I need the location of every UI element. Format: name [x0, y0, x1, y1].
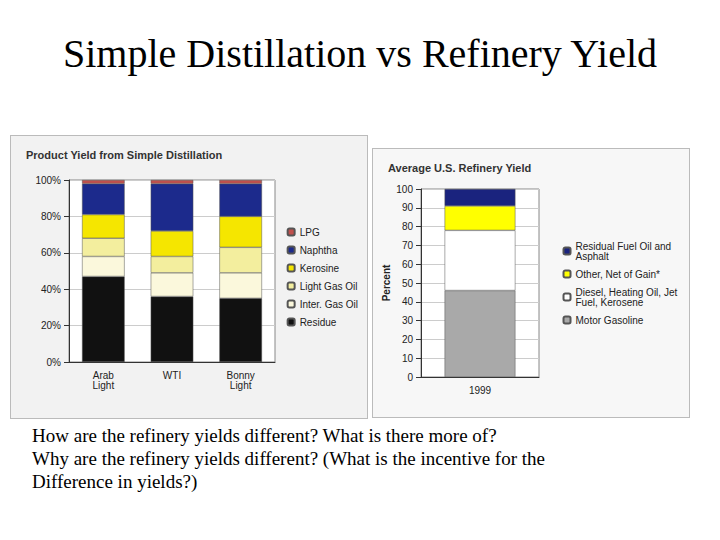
svg-text:40: 40: [402, 296, 414, 307]
svg-text:90: 90: [402, 202, 414, 213]
svg-text:Light Gas Oil: Light Gas Oil: [300, 281, 358, 292]
svg-text:Bonny: Bonny: [226, 369, 255, 381]
svg-text:Light: Light: [92, 380, 114, 391]
svg-text:Asphalt: Asphalt: [576, 251, 610, 262]
svg-text:20%: 20%: [41, 320, 61, 331]
svg-text:30: 30: [402, 315, 414, 326]
svg-text:Average U.S. Refinery Yield: Average U.S. Refinery Yield: [388, 162, 531, 174]
svg-text:40%: 40%: [41, 284, 61, 295]
svg-text:Motor Gasoline: Motor Gasoline: [576, 315, 644, 326]
svg-text:10: 10: [402, 353, 414, 364]
svg-text:50: 50: [402, 278, 414, 289]
svg-text:80: 80: [402, 221, 414, 232]
svg-text:80%: 80%: [41, 211, 61, 222]
svg-text:Percent: Percent: [381, 264, 392, 301]
svg-text:Light: Light: [230, 380, 252, 391]
html-text:Simple Distillation vs Refiner: Simple Distillation vs Refinery Yield: [63, 31, 657, 76]
svg-text:Diesel, Heating Oil, Jet: Diesel, Heating Oil, Jet: [575, 286, 680, 298]
svg-text:60: 60: [402, 259, 414, 270]
html-text:How are the refinery yields di: How are the refinery yields different? W…: [32, 425, 497, 446]
svg-text:0: 0: [407, 372, 413, 383]
svg-text:Kerosine: Kerosine: [300, 263, 340, 274]
svg-text:Naphtha: Naphtha: [300, 245, 338, 256]
svg-text:100: 100: [396, 184, 413, 195]
svg-text:WTI: WTI: [163, 370, 181, 381]
html-text:Difference in yields?): Difference in yields?): [32, 471, 198, 492]
svg-text:Arab: Arab: [92, 369, 114, 381]
svg-text:LPG: LPG: [300, 227, 320, 238]
svg-text:Residue: Residue: [300, 317, 337, 328]
svg-text:Inter. Gas Oil: Inter. Gas Oil: [300, 299, 358, 310]
html-text:Why are the refinery yields di: Why are the refinery yields different? (…: [32, 448, 545, 469]
svg-text:0%: 0%: [47, 357, 62, 368]
svg-text:Fuel, Kerosene: Fuel, Kerosene: [576, 297, 644, 308]
svg-text:Other, Net of Gain*: Other, Net of Gain*: [576, 269, 661, 280]
svg-text:Residual Fuel Oil and: Residual Fuel Oil and: [575, 240, 674, 252]
svg-text:1999: 1999: [469, 385, 492, 396]
svg-text:20: 20: [402, 334, 414, 345]
svg-text:60%: 60%: [41, 247, 61, 258]
svg-text:Product Yield from Simple Dist: Product Yield from Simple Distillation: [26, 149, 222, 161]
svg-text:70: 70: [402, 240, 414, 251]
svg-text:100%: 100%: [35, 175, 61, 186]
